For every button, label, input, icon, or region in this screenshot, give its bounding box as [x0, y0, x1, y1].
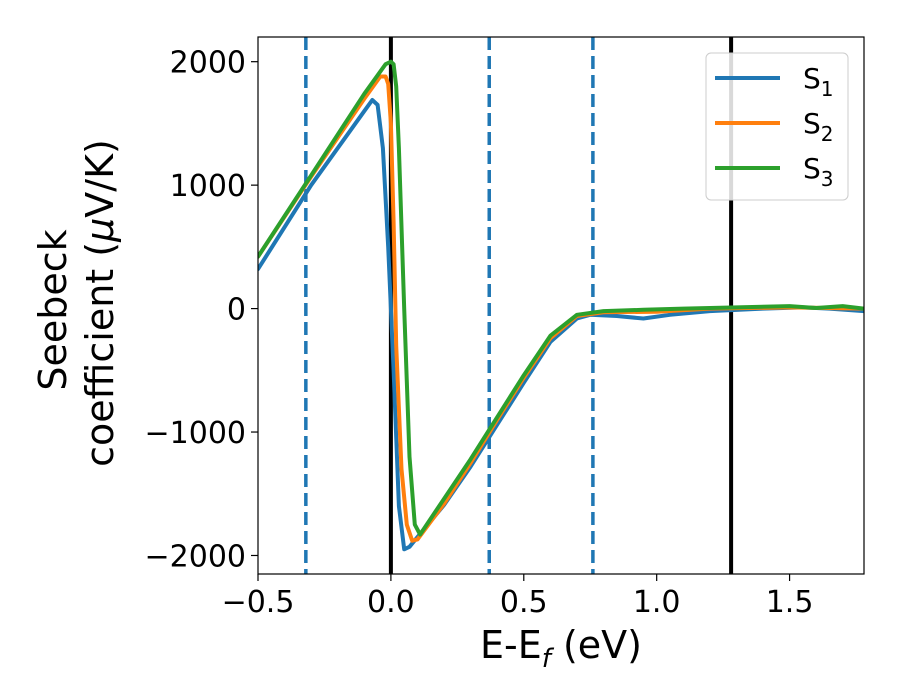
y-tick-label: 2000: [170, 46, 246, 81]
y-axis-title: Seebeck coefficient (μV/K): [31, 139, 122, 467]
x-axis-title: E-Ef (eV): [480, 623, 642, 674]
y-axis-ticks: 2000 1000 0 −1000 −2000: [145, 46, 258, 574]
x-tick-label: 0.0: [367, 585, 415, 620]
legend-label-base: S: [803, 107, 821, 140]
legend-label-s3: S3: [803, 152, 834, 191]
y-axis-title-line2-end: V/K): [78, 139, 122, 218]
y-tick-label: −2000: [145, 539, 246, 574]
y-axis-title-line1: Seebeck: [31, 229, 75, 390]
legend-label-s2: S2: [803, 107, 834, 146]
x-axis-title-main: E-E: [480, 623, 542, 667]
series-lines: [258, 59, 864, 552]
series-line-s3: [258, 59, 864, 537]
y-tick-label: −1000: [145, 416, 246, 451]
y-axis-title-mu: μ: [78, 218, 122, 243]
y-axis-title-line2: coefficient (μV/K): [78, 139, 122, 467]
legend-label-subscript: 2: [821, 122, 834, 146]
x-tick-label: 1.0: [633, 585, 681, 620]
y-tick-label: 1000: [170, 169, 246, 204]
legend-label-subscript: 1: [821, 77, 834, 101]
legend-label-s1: S1: [803, 62, 834, 101]
reference-lines: [304, 37, 734, 574]
x-tick-label: −0.5: [222, 585, 295, 620]
series-line-s1: [258, 98, 864, 552]
x-tick-label: 0.5: [500, 585, 548, 620]
legend-label-base: S: [803, 152, 821, 185]
x-tick-label: 1.5: [766, 585, 814, 620]
legend-label-base: S: [803, 62, 821, 95]
x-axis-ticks: −0.5 0.0 0.5 1.0 1.5: [222, 574, 814, 620]
legend-label-subscript: 3: [821, 167, 834, 191]
x-axis-title-unit: (eV): [551, 623, 642, 667]
plot-frame: [257, 36, 865, 575]
y-axis-title-line2-start: coefficient (: [78, 242, 122, 467]
legend-box: [705, 52, 849, 201]
y-tick-label: 0: [227, 293, 246, 328]
